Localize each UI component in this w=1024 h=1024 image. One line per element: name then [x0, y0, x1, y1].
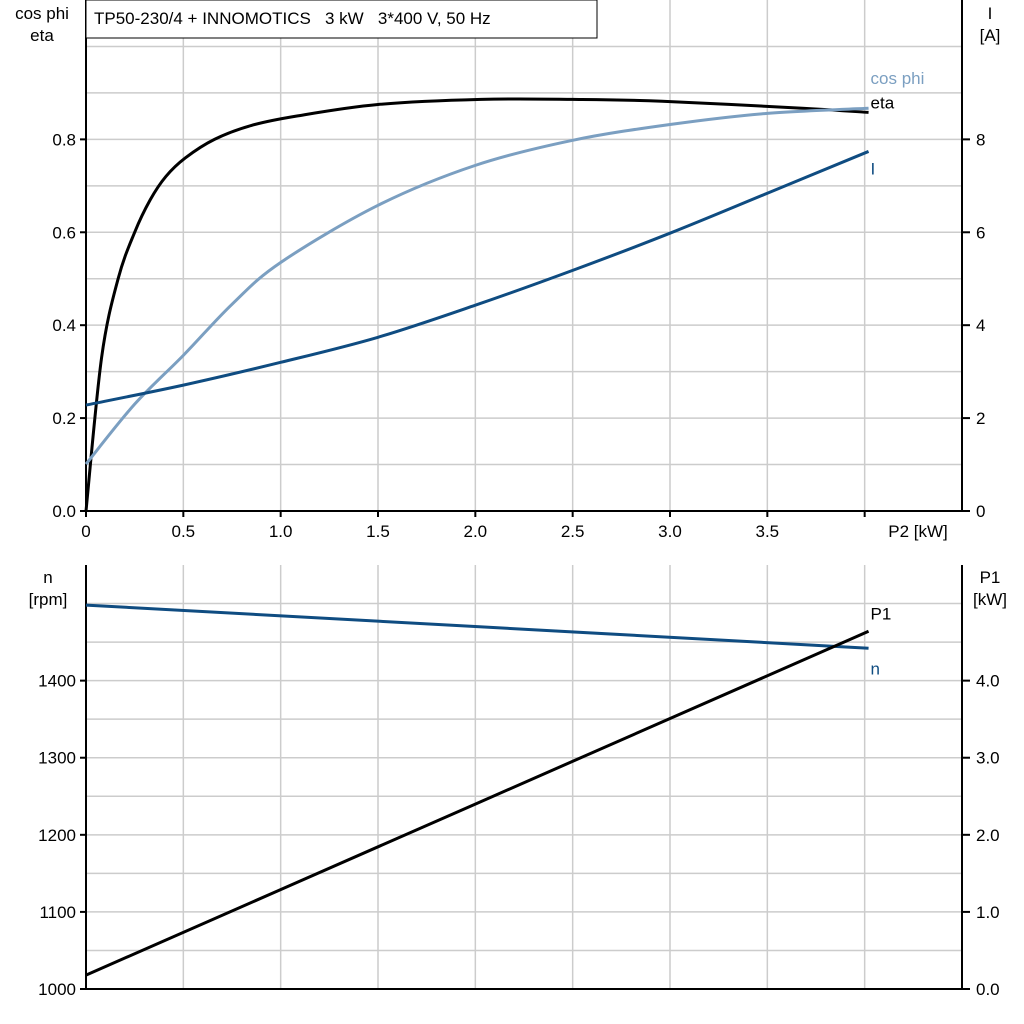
x-tick-label: 0: [81, 522, 90, 541]
y-right-tick-label: 0: [976, 502, 985, 521]
x-tick-label: 1.0: [269, 522, 293, 541]
y-left-tick-label: 0.4: [52, 316, 76, 335]
y-left-tick-label: 0.0: [52, 502, 76, 521]
series-label-cos-phi: cos phi: [871, 69, 925, 88]
x-tick-label: 3.5: [756, 522, 780, 541]
y-right-tick-label: 8: [976, 130, 985, 149]
y-right-tick-label: 3.0: [976, 749, 1000, 768]
y-left-label: [rpm]: [29, 590, 68, 609]
y-right-label: I: [988, 4, 993, 23]
panel-0: [80, 0, 970, 517]
y-left-tick-label: 0.8: [52, 130, 76, 149]
y-left-tick-label: 1100: [39, 903, 76, 922]
series-label-I: I: [871, 159, 876, 178]
x-tick-label: 3.0: [658, 522, 682, 541]
y-right-label: [A]: [980, 26, 1001, 45]
y-left-label: n: [43, 568, 52, 587]
series-label-P1: P1: [871, 604, 892, 623]
y-right-tick-label: 2.0: [976, 826, 1000, 845]
series-line-cos-phi: [84, 106, 869, 466]
panel-1: [80, 565, 970, 990]
y-right-label: P1: [980, 568, 1001, 587]
y-right-tick-label: 4: [976, 316, 985, 335]
y-left-label: eta: [30, 26, 54, 45]
series-line-I: [85, 150, 870, 407]
y-right-tick-label: 2: [976, 409, 985, 428]
series-label-n: n: [871, 659, 880, 678]
y-left-tick-label: 1000: [38, 980, 76, 999]
y-left-tick-label: 1400: [38, 672, 76, 691]
series-label-eta: eta: [871, 93, 895, 112]
y-right-tick-label: 6: [976, 223, 985, 242]
x-tick-label: 0.5: [172, 522, 196, 541]
x-tick-label: 2.0: [464, 522, 488, 541]
y-right-label: [kW]: [973, 590, 1007, 609]
y-left-label: cos phi: [15, 4, 69, 23]
x-axis-label: P2 [kW]: [888, 522, 948, 541]
y-left-tick-label: 1300: [38, 749, 76, 768]
series-line-eta: [84, 97, 869, 512]
y-right-tick-label: 1.0: [976, 903, 1000, 922]
x-tick-label: 1.5: [366, 522, 390, 541]
y-left-tick-label: 1200: [38, 826, 76, 845]
series-line-n: [85, 603, 869, 650]
y-left-tick-label: 0.6: [52, 223, 76, 242]
chart-title: TP50-230/4 + INNOMOTICS 3 kW 3*400 V, 50…: [94, 9, 491, 28]
title-box: [85, 0, 598, 39]
y-left-tick-label: 0.2: [52, 409, 76, 428]
y-right-tick-label: 4.0: [976, 672, 1000, 691]
y-right-tick-label: 0.0: [976, 980, 1000, 999]
x-tick-label: 2.5: [561, 522, 585, 541]
series-line-P1: [85, 629, 870, 977]
